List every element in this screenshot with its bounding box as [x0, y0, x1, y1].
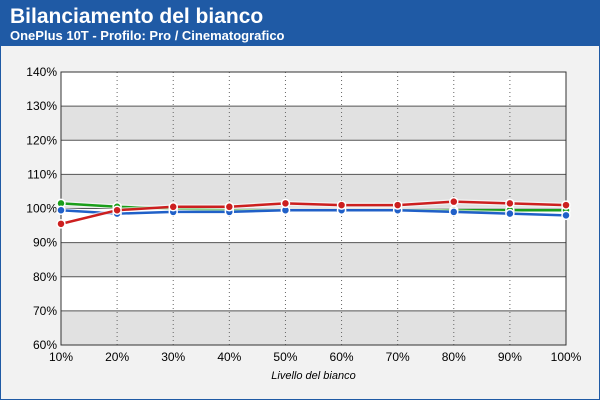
grid-band [61, 106, 566, 141]
series-line [60, 208, 567, 217]
x-tick-label: 20% [105, 350, 129, 364]
x-tick-label: 40% [217, 350, 241, 364]
data-point [505, 198, 515, 209]
y-tick-label: 140% [26, 65, 57, 79]
y-tick-label: 80% [33, 270, 57, 284]
data-point [561, 210, 571, 221]
y-tick-label: 110% [27, 167, 57, 181]
x-tick-label: 90% [498, 350, 522, 364]
grid-band [61, 310, 566, 345]
x-axis-label: Livello del bianco [271, 370, 355, 382]
y-tick-label: 130% [26, 99, 57, 113]
x-tick-label: 30% [161, 350, 185, 364]
y-tick-label: 100% [26, 202, 57, 216]
x-tick-label: 50% [273, 350, 297, 364]
data-point [505, 208, 515, 219]
data-point [56, 205, 66, 215]
x-tick-label: 70% [386, 350, 410, 364]
data-point [224, 202, 235, 212]
y-tick-label: 70% [33, 304, 57, 318]
y-tick-label: 120% [26, 133, 57, 147]
data-point [561, 200, 571, 210]
x-tick-label: 10% [49, 350, 73, 364]
data-point [112, 205, 122, 215]
y-tick-label: 60% [33, 338, 57, 352]
data-point [449, 196, 459, 207]
data-point [392, 200, 403, 210]
chart-header: Bilanciamento del bianco OnePlus 10T - P… [1, 1, 599, 46]
chart-title: Bilanciamento del bianco [10, 5, 264, 28]
grid-band [61, 242, 566, 277]
data-point [168, 202, 178, 212]
x-tick-label: 60% [330, 350, 354, 364]
data-point [56, 219, 66, 229]
data-point [336, 200, 347, 210]
y-tick-label: 90% [33, 236, 57, 250]
series-line [60, 200, 567, 226]
chart-subtitle: OnePlus 10T - Profilo: Pro / Cinematogra… [10, 28, 285, 43]
data-point [280, 198, 291, 209]
x-tick-label: 100% [551, 350, 582, 364]
data-point [449, 207, 459, 217]
line-chart: 60% 70% 80% 90% 100% 110% 120% 130% 140% 10% 20% 30… [26, 65, 582, 382]
x-tick-label: 80% [442, 350, 466, 364]
